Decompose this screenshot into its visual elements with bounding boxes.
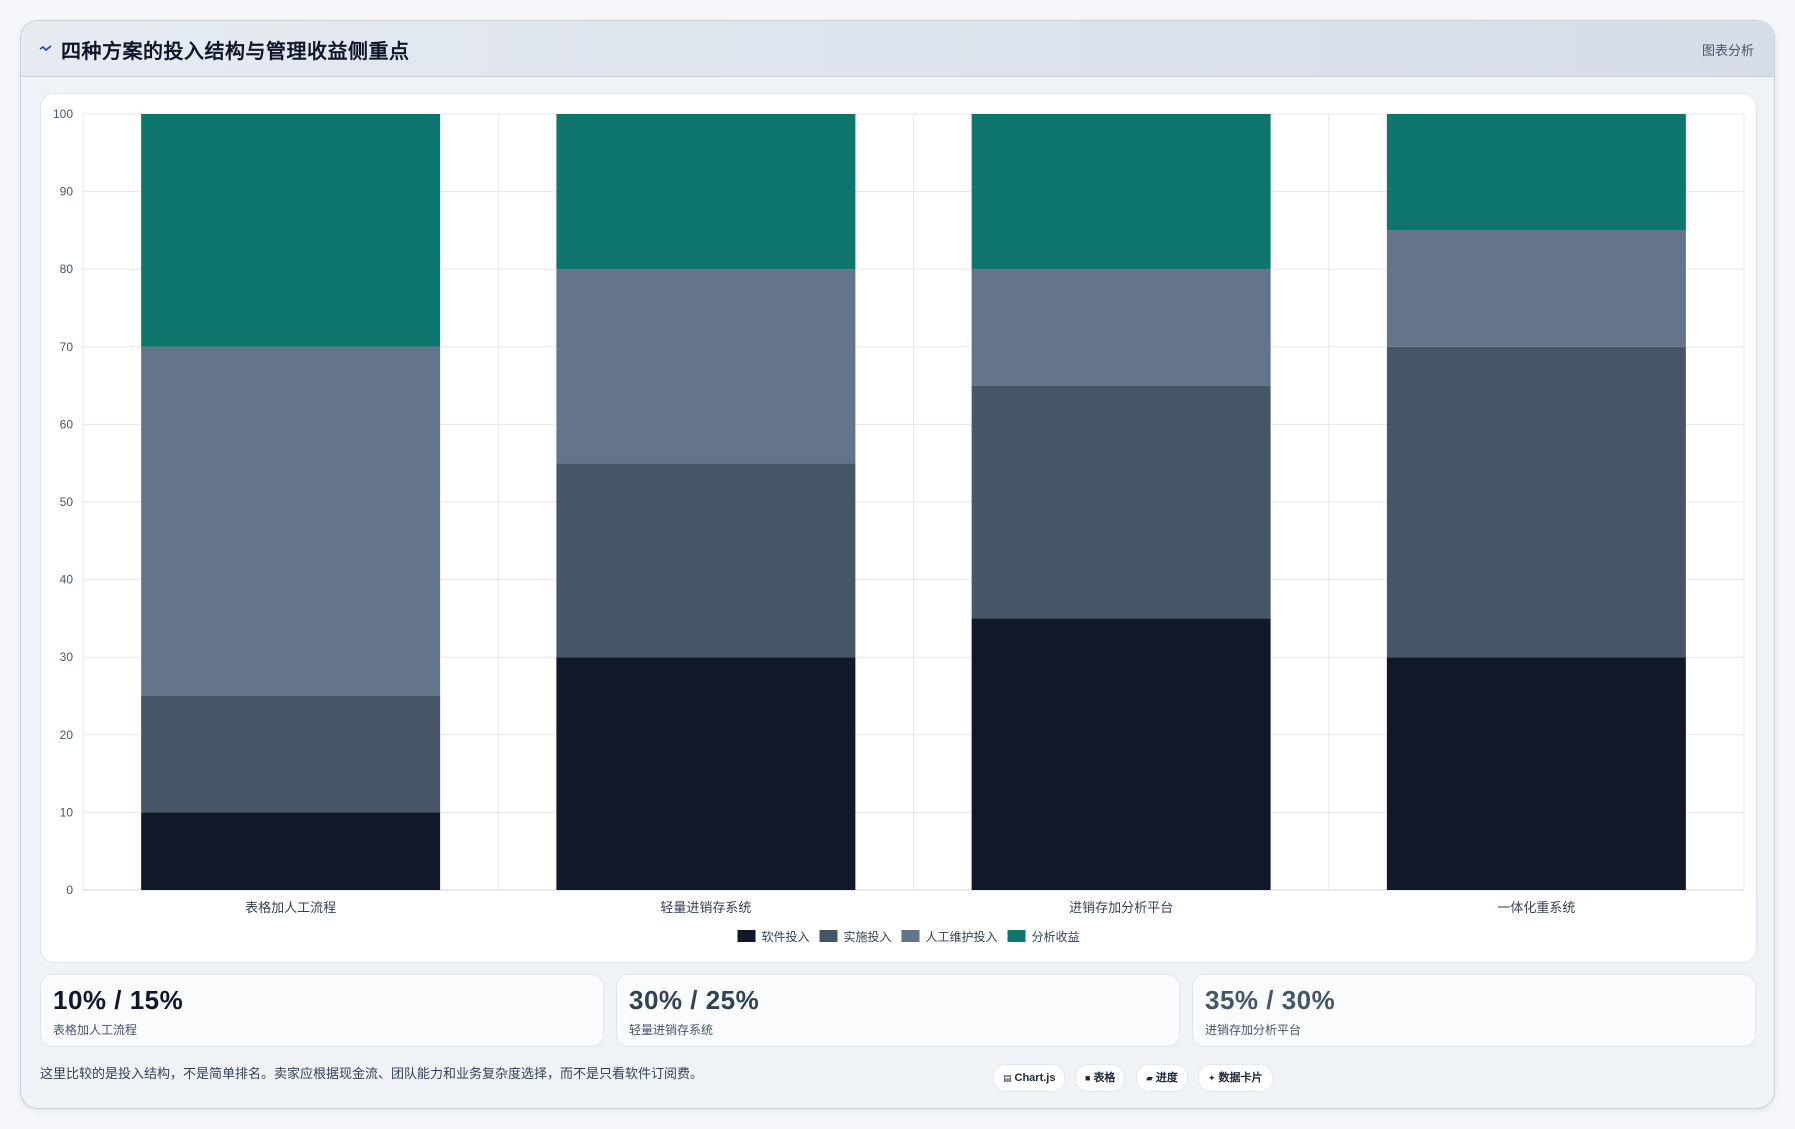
pill-chartjs[interactable]: ▤ Chart.js (993, 1064, 1066, 1092)
footnote: 这里比较的是投入结构，不是简单排名。卖家应根据现金流、团队能力和业务复杂度选择，… (40, 1066, 704, 1081)
legend-swatch (901, 930, 920, 942)
y-tick-label: 40 (60, 573, 74, 587)
legend-label: 软件投入 (762, 929, 810, 944)
legend-label: 人工维护投入 (926, 929, 998, 944)
legend-swatch (737, 930, 756, 942)
chart-analysis-label: 图表分析 (1701, 43, 1754, 58)
y-tick-label: 0 (66, 883, 73, 897)
chart-panel: 0 10 20 30 40 50 60 70 80 90 100 表格加人工流程 轻量进销存系统 进销存加… (40, 93, 1757, 963)
y-tick-label: 30 (60, 650, 74, 664)
stat-card-3: 35% / 30% 进销存加分析平台 (1192, 974, 1756, 1047)
x-tick-label: 轻量进销存系统 (660, 900, 751, 915)
y-tick-label: 70 (60, 340, 74, 354)
bar-segment (141, 346, 441, 696)
y-tick-label: 60 (60, 417, 74, 431)
bar-segment (556, 114, 856, 270)
bar-segment (1386, 230, 1686, 347)
bar-segment (141, 812, 441, 890)
bar-segment (971, 269, 1271, 386)
y-tick-label: 20 (60, 728, 74, 742)
y-tick-label: 90 (60, 185, 74, 199)
stat-label: 进销存加分析平台 (1205, 1023, 1302, 1037)
bar-segment (141, 114, 441, 347)
stat-label: 轻量进销存系统 (629, 1023, 714, 1037)
card-header: 四种方案的投入结构与管理收益侧重点 图表分析 (21, 21, 1774, 77)
bar-segment (556, 463, 856, 658)
chart-title: 四种方案的投入结构与管理收益侧重点 (61, 41, 410, 63)
sparkle-icon: ✦ (1208, 1073, 1216, 1083)
stat-card-1: 10% / 15% 表格加人工流程 (40, 974, 604, 1047)
trend-line-icon (39, 45, 52, 52)
progress-icon: ▰ (1146, 1073, 1153, 1083)
stacked-bar-chart: 0 10 20 30 40 50 60 70 80 90 100 表格加人工流程 轻量进销存系统 进销存加… (53, 107, 1745, 944)
bar-segment (556, 269, 856, 464)
x-tick-label: 一体化重系统 (1497, 900, 1575, 915)
chart-icon: ▤ (1003, 1073, 1012, 1083)
bar-segment (556, 657, 856, 890)
stat-value: 35% / 30% (1205, 985, 1336, 1015)
legend-swatch (819, 930, 838, 942)
legend-swatch (1007, 930, 1026, 942)
stat-value: 10% / 15% (53, 985, 184, 1015)
y-tick-label: 10 (60, 805, 74, 819)
bar-segment (1386, 346, 1686, 658)
bar-segment (971, 618, 1271, 890)
y-tick-label: 100 (53, 107, 73, 121)
stat-card-2: 30% / 25% 轻量进销存系统 (616, 974, 1180, 1047)
x-tick-label: 表格加人工流程 (245, 900, 336, 915)
table-icon: ■ (1085, 1073, 1091, 1083)
chart-card: 四种方案的投入结构与管理收益侧重点 图表分析 0 10 20 30 40 50 60 70 80… (20, 20, 1775, 1109)
bar-segment (141, 696, 441, 813)
pill-data-card[interactable]: ✦ 数据卡片 (1198, 1064, 1273, 1092)
pill-progress[interactable]: ▰ 进度 (1136, 1064, 1188, 1092)
stat-label: 表格加人工流程 (53, 1023, 138, 1037)
bar-segment (971, 114, 1271, 270)
legend-label: 分析收益 (1032, 930, 1080, 944)
pill-table[interactable]: ■ 表格 (1075, 1064, 1126, 1092)
bar-segment (1386, 114, 1686, 231)
x-tick-label: 进销存加分析平台 (1069, 900, 1173, 915)
bar-segment (1386, 657, 1686, 890)
y-tick-label: 50 (60, 495, 74, 509)
legend-label: 实施投入 (844, 929, 892, 944)
y-tick-label: 80 (60, 262, 74, 276)
bar-segment (971, 385, 1271, 619)
stat-value: 30% / 25% (629, 985, 760, 1015)
